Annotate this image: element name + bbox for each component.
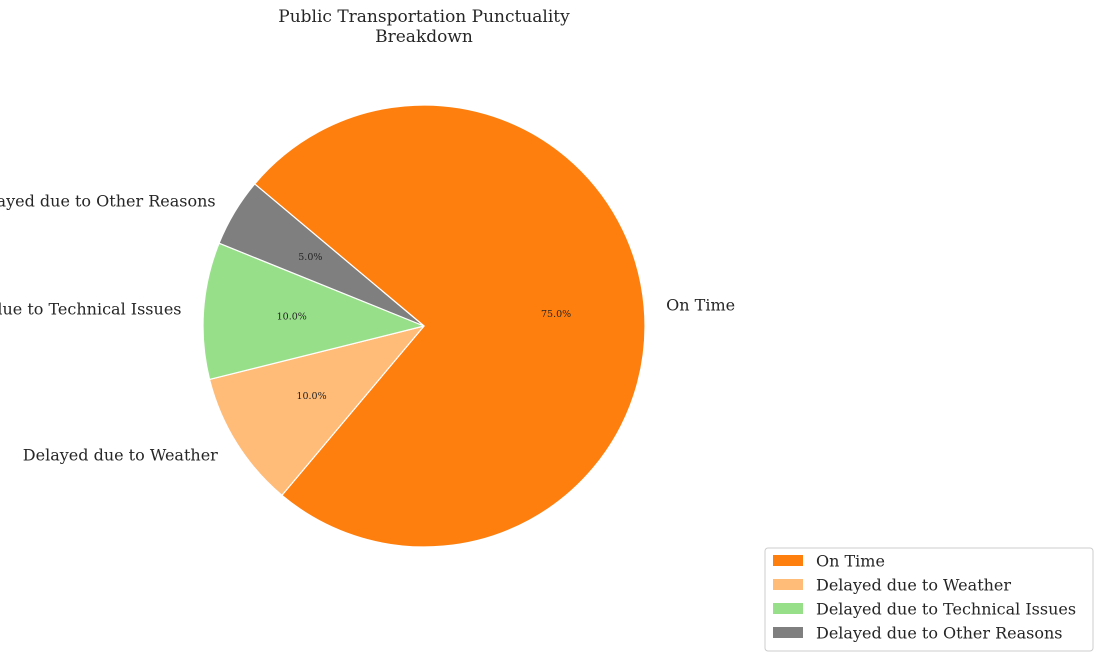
legend-swatch-delayed-due-to-weather — [773, 579, 803, 590]
percent-label-delayed-due-to-other-reasons: 5.0% — [298, 252, 322, 263]
pie-slice-on-time — [254, 104, 646, 548]
chart-title-line: Breakdown — [375, 27, 473, 47]
chart-title-line: Public Transportation Punctuality — [278, 7, 570, 27]
legend-frame — [764, 547, 1094, 652]
legend-swatch-delayed-due-to-other-reasons — [773, 627, 803, 638]
legend-swatch-on-time — [773, 555, 803, 566]
category-labels: On Time Delayed due to Weather Delayed due… — [0, 191, 735, 464]
pie-slices — [202, 104, 646, 548]
legend-label-delayed-due-to-technical-issues: Delayed due to Technical Issues — [816, 600, 1076, 619]
legend: On Time Delayed due to Weather Delayed due… — [764, 547, 1094, 652]
category-label-delayed-due-to-weather: Delayed due to Weather — [23, 445, 218, 464]
pie-slice-delayed-due-to-weather — [208, 325, 425, 496]
percent-label-delayed-due-to-weather: 10.0% — [296, 391, 326, 402]
legend-label-on-time: On Time — [816, 552, 885, 571]
category-label-on-time: On Time — [666, 295, 735, 314]
legend-swatch-delayed-due-to-technical-issues — [773, 603, 803, 614]
pie-slice-delayed-due-to-other-reasons — [218, 183, 425, 327]
percent-label-delayed-due-to-technical-issues: 10.0% — [277, 311, 307, 322]
category-label-delayed-due-to-other-reasons: Delayed due to Other Reasons — [0, 191, 216, 210]
chart-title: Public Transportation Punctuality Breakdo… — [278, 7, 570, 47]
legend-label-delayed-due-to-other-reasons: Delayed due to Other Reasons — [816, 624, 1063, 643]
percent-label-on-time: 75.0% — [541, 309, 571, 320]
percent-labels: 75.0% 10.0% 10.0% 5.0% — [277, 252, 572, 402]
pie-slice-delayed-due-to-technical-issues — [202, 242, 425, 381]
legend-label-delayed-due-to-weather: Delayed due to Weather — [816, 576, 1011, 595]
category-label-delayed-due-to-technical-issues: Delayed due to Technical Issues — [0, 300, 181, 319]
